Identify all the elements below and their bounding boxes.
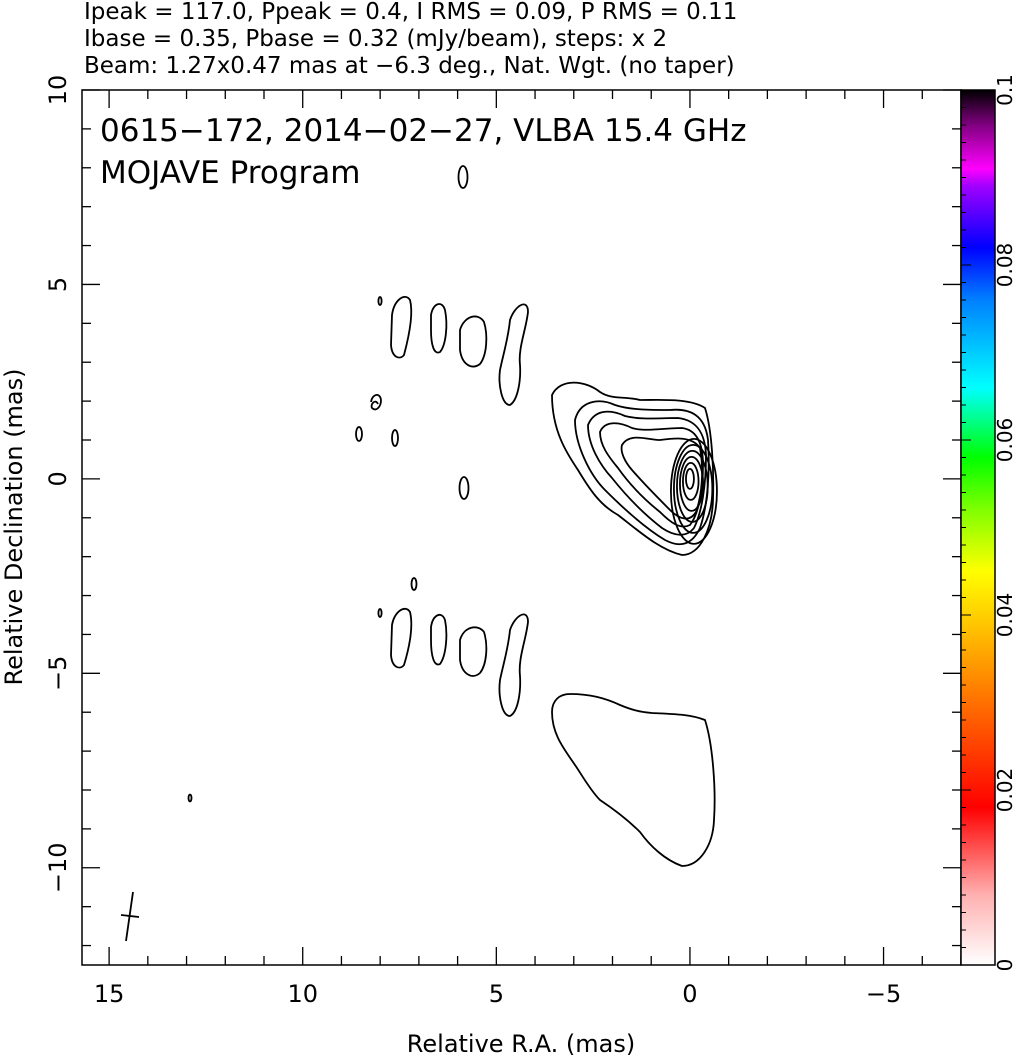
x-tick-label: 5 (489, 980, 504, 1008)
sidelobe-n-4 (498, 303, 529, 406)
header-line-3: Beam: 1.27x0.47 mas at −6.3 deg., Nat. W… (84, 53, 735, 79)
sidelobe-n-1 (390, 295, 413, 359)
x-axis-label: Relative R.A. (mas) (407, 1030, 635, 1058)
blob-center (458, 476, 470, 500)
core-contour-2 (574, 400, 710, 546)
beam-marker (120, 891, 140, 942)
sidelobe-n-2 (430, 303, 448, 354)
sidelobe-s-1 (390, 607, 413, 669)
y-tick-label: 0 (44, 471, 72, 486)
colorbar-tick-label: 0 (993, 959, 1017, 972)
colorbar-tick-label: 0.06 (993, 418, 1017, 463)
x-tick-label: 10 (287, 980, 318, 1008)
core-contour-level (679, 455, 705, 512)
core-outer-contour (551, 381, 715, 556)
sidelobe-s-2 (430, 613, 448, 666)
y-axis-label: Relative Declination (mas) (0, 368, 28, 685)
tick-labels: 15 10 5 0 −5 10 5 0 −5 −10 (44, 75, 901, 1008)
y-tick-label: 10 (44, 75, 72, 106)
blob-n-a (377, 296, 383, 306)
x-tick-label: 0 (682, 980, 697, 1008)
x-tick-label: 15 (94, 980, 125, 1008)
program-title: MOJAVE Program (100, 155, 360, 191)
blob-n-b (457, 165, 469, 189)
axis-ticks (82, 89, 962, 965)
sidelobe-s-4 (498, 613, 529, 717)
colorbar-ticks: 0 0.02 0.04 0.06 0.08 0.1 (961, 74, 1017, 971)
colorbar-tick-label: 0.08 (993, 243, 1017, 288)
y-tick-label: 5 (44, 277, 72, 292)
core-contour-3 (587, 410, 707, 536)
contour-map (187, 165, 718, 867)
core-contour-level (670, 437, 718, 545)
core-contour-level (685, 467, 695, 490)
sidelobe-n-3 (459, 315, 488, 368)
colorbar: 0 0.02 0.04 0.06 0.08 0.1 (960, 74, 1017, 971)
core-contour-5 (620, 436, 703, 520)
plot-frame (81, 89, 962, 966)
x-tick-label: −5 (866, 980, 901, 1008)
blob-s-a (410, 577, 418, 591)
y-tick-label: −5 (44, 656, 72, 691)
blob-s-b (377, 608, 383, 618)
blob-n-e (391, 429, 399, 447)
colorbar-gradient (960, 89, 996, 966)
sidelobe-s-3 (459, 626, 488, 677)
colorbar-tick-label: 0.04 (993, 593, 1017, 638)
core-contour-level (682, 461, 700, 501)
blob-n-c (370, 394, 382, 411)
header-line-1: Ipeak = 117.0, Ppeak = 0.4, I RMS = 0.09… (84, 0, 737, 25)
extended-south-region (551, 693, 716, 867)
blob-sw (187, 793, 193, 803)
blob-n-d (355, 426, 363, 442)
beam-minor-axis (120, 914, 140, 918)
header-line-2: Ibase = 0.35, Pbase = 0.32 (mJy/beam), s… (84, 26, 667, 52)
colorbar-tick-label: 0.1 (993, 74, 1017, 106)
colorbar-tick-label: 0.02 (993, 768, 1017, 813)
source-title: 0615−172, 2014−02−27, VLBA 15.4 GHz (100, 113, 746, 149)
y-tick-label: −10 (44, 842, 72, 893)
